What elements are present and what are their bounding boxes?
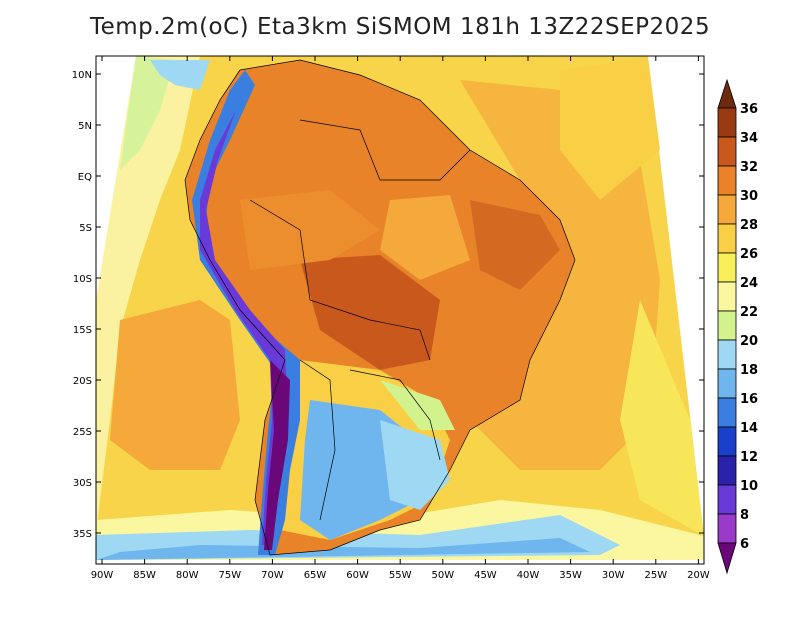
colorbar-label: 36 xyxy=(740,102,758,117)
lon-tick-label: 40W xyxy=(517,570,540,581)
lon-tick-label: 65W xyxy=(304,570,327,581)
lat-tick-label: 30S xyxy=(73,478,92,489)
lat-tick-label: 15S xyxy=(73,325,92,336)
colorbar-swatch xyxy=(717,484,737,515)
central-yellow xyxy=(380,195,470,280)
atlantic-yellow xyxy=(560,58,660,200)
ocean-nw-blue xyxy=(150,60,210,90)
colorbar-label: 18 xyxy=(740,363,758,378)
colorbar-label: 16 xyxy=(740,392,758,407)
colorbar-swatch xyxy=(717,281,737,312)
colorbar-swatch xyxy=(717,223,737,254)
lon-tick-label: 30W xyxy=(602,570,625,581)
lon-tick-label: 60W xyxy=(346,570,369,581)
colorbar-swatch xyxy=(717,165,737,196)
south-lightblue-land xyxy=(380,420,450,510)
lon-tick-label: 45W xyxy=(474,570,497,581)
colorbar-swatch xyxy=(717,368,737,399)
southern-deep-blue xyxy=(96,538,590,560)
colorbar-bottom-arrow xyxy=(717,542,737,575)
colorbar-label: 12 xyxy=(740,450,758,465)
colorbar-swatch xyxy=(717,136,737,167)
colorbar-label: 14 xyxy=(740,421,758,436)
ocean-nw-green xyxy=(120,56,175,170)
colorbar-swatch xyxy=(717,252,737,283)
lat-tick-label: 20S xyxy=(73,376,92,387)
colorbar-label: 26 xyxy=(740,247,758,262)
colorbar-label: 24 xyxy=(740,276,758,291)
interior-hot xyxy=(300,255,440,370)
colorbar-swatch xyxy=(717,397,737,428)
ocean-west-warm xyxy=(110,300,240,470)
lat-tick-label: 10N xyxy=(72,70,92,81)
colorbar-swatch xyxy=(717,455,737,486)
colorbar-label: 22 xyxy=(740,305,758,320)
atlantic-east-yellow xyxy=(620,300,704,536)
lon-tick-label: 55W xyxy=(389,570,412,581)
colorbar-label: 10 xyxy=(740,479,758,494)
andes-coldest xyxy=(264,360,290,550)
colorbar-swatch xyxy=(717,107,737,138)
colorbar: 36 34 32 30 28 26 24 22 20 18 16 14 12 10 8 6 xyxy=(717,78,758,575)
south-green-land xyxy=(380,380,455,430)
lon-tick-label: 20W xyxy=(687,570,710,581)
lat-tick-label: 25S xyxy=(73,427,92,438)
lon-tick-label: 35W xyxy=(559,570,582,581)
lat-tick-label: EQ xyxy=(78,172,92,183)
map-title: Temp.2m(oC) Eta3km SiSMOM 181h 13Z22SEP2… xyxy=(89,14,711,40)
longitude-axis: 90W 85W 80W 75W 70W 65W 60W 55W 50W 45W 40W 35W 30W 2… xyxy=(91,56,710,581)
colorbar-swatch xyxy=(717,513,737,544)
country-borders xyxy=(184,59,576,556)
colorbar-top-arrow xyxy=(717,78,737,109)
lon-tick-label: 85W xyxy=(133,570,156,581)
lon-tick-label: 90W xyxy=(91,570,114,581)
lat-tick-label: 10S xyxy=(73,274,92,285)
lon-tick-label: 80W xyxy=(176,570,199,581)
colorbar-swatch xyxy=(717,194,737,225)
colorbar-label: 28 xyxy=(740,218,758,233)
colorbar-swatch xyxy=(717,339,737,370)
ocean-west-cool-belt xyxy=(96,56,200,536)
lon-tick-label: 70W xyxy=(261,570,284,581)
colorbar-label: 6 xyxy=(740,537,749,552)
lat-tick-label: 5N xyxy=(78,121,92,132)
colorbar-label: 8 xyxy=(740,508,749,523)
colorbar-label: 32 xyxy=(740,160,758,175)
lon-tick-label: 25W xyxy=(644,570,667,581)
lat-tick-label: 5S xyxy=(79,223,92,234)
northeast-hot xyxy=(470,200,560,290)
colorbar-label: 20 xyxy=(740,334,758,349)
amazon-warm xyxy=(240,190,380,270)
colorbar-swatch xyxy=(717,310,737,341)
lon-tick-label: 50W xyxy=(431,570,454,581)
lon-tick-label: 75W xyxy=(218,570,241,581)
colorbar-label: 30 xyxy=(740,189,758,204)
colorbar-swatch xyxy=(717,426,737,457)
lat-tick-label: 35S xyxy=(73,529,92,540)
latitude-axis: 10N 5N EQ 5S 10S 15S 20S 25S 30S 35S xyxy=(72,70,704,540)
colorbar-label: 34 xyxy=(740,131,758,146)
